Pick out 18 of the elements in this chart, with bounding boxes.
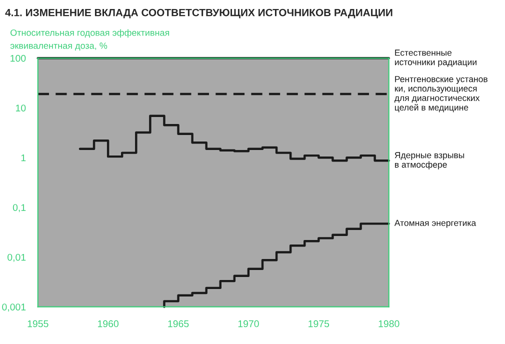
x-tick-label: 1980 xyxy=(378,320,400,328)
x-tick-label: 1975 xyxy=(308,320,330,328)
y-tick-label: 1 xyxy=(21,154,26,162)
series-label: Рентгеновские установ ки, использующиеся для диагностических целей в медицине xyxy=(394,76,488,112)
y-tick-label: 100 xyxy=(10,54,26,62)
y-tick-label: 0,001 xyxy=(2,304,26,312)
x-tick-label: 1955 xyxy=(28,320,48,328)
series-label: Атомная энергетика xyxy=(394,220,476,228)
y-tick-label: 10 xyxy=(16,104,26,112)
series-label: Ядерные взрывы в атмосфере xyxy=(394,152,464,170)
chart-title: 4.1. ИЗМЕНЕНИЕ ВКЛАДА СООТВЕТСТВУЮЩИХ ИСТОЧНИКОВ РАДИАЦИИ xyxy=(5,8,392,18)
y-tick-label: 0,1 xyxy=(12,204,26,212)
y-axis-title: Относительная годовая эффективная эквивалентная доза, % xyxy=(10,29,170,51)
x-tick-label: 1970 xyxy=(238,320,259,328)
y-tick-label: 0,01 xyxy=(8,254,26,262)
x-tick-label: 1965 xyxy=(168,320,189,328)
series-label: Естественные источники радиации xyxy=(395,50,476,67)
x-tick-label: 1960 xyxy=(98,320,119,328)
